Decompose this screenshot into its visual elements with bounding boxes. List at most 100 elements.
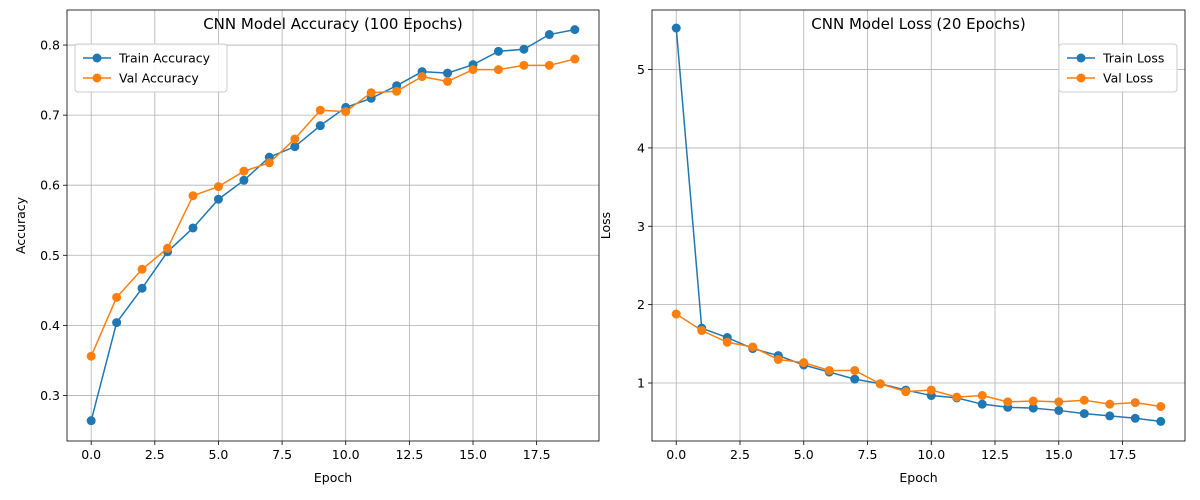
y-tick-label: 4 xyxy=(637,140,645,155)
data-point xyxy=(1156,416,1166,426)
data-point xyxy=(443,76,453,86)
y-tick-label: 0.3 xyxy=(40,388,60,403)
legend: Train Loss Val Loss xyxy=(1058,43,1178,93)
legend-box xyxy=(1058,43,1178,93)
x-tick-label: 15.0 xyxy=(1045,447,1073,462)
legend-marker xyxy=(92,53,102,63)
chart-panel-1: 0.0 2.5 5.0 7.5 10.0 12.5 15.0 17.5 0.3 0.4 0.5 0.6… xyxy=(13,9,600,485)
data-point xyxy=(417,72,427,82)
x-tick-label: 17.5 xyxy=(1109,447,1137,462)
data-point xyxy=(112,318,122,328)
data-point xyxy=(1028,396,1038,406)
data-point xyxy=(290,134,300,144)
data-point xyxy=(671,23,681,33)
data-point xyxy=(392,86,402,96)
x-tick-label: 0.0 xyxy=(81,447,101,462)
data-point xyxy=(722,337,732,347)
data-point xyxy=(443,68,453,78)
data-point xyxy=(824,365,834,375)
data-point xyxy=(544,30,554,40)
x-tick-label: 10.0 xyxy=(332,447,360,462)
x-axis-label: Epoch xyxy=(899,470,937,485)
x-axis-label: Epoch xyxy=(314,470,352,485)
data-point xyxy=(926,385,936,395)
data-point xyxy=(1105,399,1115,409)
x-tick-label: 0.0 xyxy=(666,447,686,462)
data-point xyxy=(1054,397,1064,407)
data-point xyxy=(773,355,783,365)
data-point xyxy=(493,46,503,56)
y-tick-label: 3 xyxy=(637,219,645,234)
y-tick-label: 1 xyxy=(637,376,645,391)
data-point xyxy=(213,182,223,192)
data-point xyxy=(468,65,478,75)
x-tick-label: 5.0 xyxy=(209,447,229,462)
data-point xyxy=(239,175,249,185)
data-point xyxy=(366,88,376,98)
y-tick-label: 0.6 xyxy=(40,178,60,193)
plot-frame xyxy=(651,9,1186,442)
x-tick-label: 5.0 xyxy=(794,447,814,462)
x-tick-label: 10.0 xyxy=(917,447,945,462)
data-point xyxy=(112,292,122,302)
legend-marker xyxy=(1076,73,1086,83)
x-tick-label: 2.5 xyxy=(145,447,165,462)
y-axis-label: Accuracy xyxy=(13,196,28,254)
data-point xyxy=(213,194,223,204)
chart-panel-2: 0.0 2.5 5.0 7.5 10.0 12.5 15.0 17.5 1 2 3 4 5 CNN Mod… xyxy=(598,9,1186,485)
data-point xyxy=(671,309,681,319)
data-point xyxy=(519,60,529,70)
legend-label: Val Loss xyxy=(1103,71,1153,86)
data-point xyxy=(163,243,173,253)
data-point xyxy=(1130,398,1140,408)
y-tick-label: 0.8 xyxy=(40,38,60,53)
y-tick-label: 0.7 xyxy=(40,108,60,123)
legend-label: Train Loss xyxy=(1102,51,1164,66)
data-point xyxy=(850,365,860,375)
data-point xyxy=(341,107,351,117)
y-tick-label: 2 xyxy=(637,297,645,312)
legend-marker xyxy=(1076,53,1086,63)
data-point xyxy=(188,191,198,201)
series-line-2 xyxy=(90,58,576,357)
legend-box xyxy=(74,43,228,93)
data-point xyxy=(86,351,96,361)
data-point xyxy=(188,223,198,233)
y-tick-label: 0.5 xyxy=(40,248,60,263)
chart-title: CNN Model Loss (20 Epochs) xyxy=(811,15,1025,33)
data-point xyxy=(1105,411,1115,421)
data-point xyxy=(544,60,554,70)
data-point xyxy=(519,44,529,54)
x-tick-label: 17.5 xyxy=(523,447,551,462)
x-tick-label: 12.5 xyxy=(395,447,423,462)
plot-frame xyxy=(66,9,600,442)
x-tick-label: 2.5 xyxy=(730,447,750,462)
data-point xyxy=(748,342,758,352)
y-tick-label: 0.4 xyxy=(40,318,60,333)
data-point xyxy=(875,379,885,389)
data-point xyxy=(977,391,987,401)
data-point xyxy=(1079,395,1089,405)
data-point xyxy=(137,283,147,293)
legend: Train Accuracy Val Accuracy xyxy=(74,43,228,93)
data-point xyxy=(493,65,503,75)
data-point xyxy=(570,54,580,64)
legend-marker xyxy=(92,73,102,83)
chart-title: CNN Model Accuracy (100 Epochs) xyxy=(203,15,463,33)
data-point xyxy=(570,25,580,35)
data-point xyxy=(315,105,325,115)
data-point xyxy=(239,166,249,176)
data-point xyxy=(952,392,962,402)
data-point xyxy=(264,158,274,168)
data-point xyxy=(1130,413,1140,423)
y-axis-label: Loss xyxy=(598,212,613,239)
data-point xyxy=(901,387,911,397)
y-tick-label: 5 xyxy=(637,62,645,77)
data-point xyxy=(697,326,707,336)
data-point xyxy=(1054,405,1064,415)
x-tick-label: 7.5 xyxy=(858,447,878,462)
data-point xyxy=(1003,397,1013,407)
data-point xyxy=(1079,409,1089,419)
x-tick-label: 7.5 xyxy=(272,447,292,462)
